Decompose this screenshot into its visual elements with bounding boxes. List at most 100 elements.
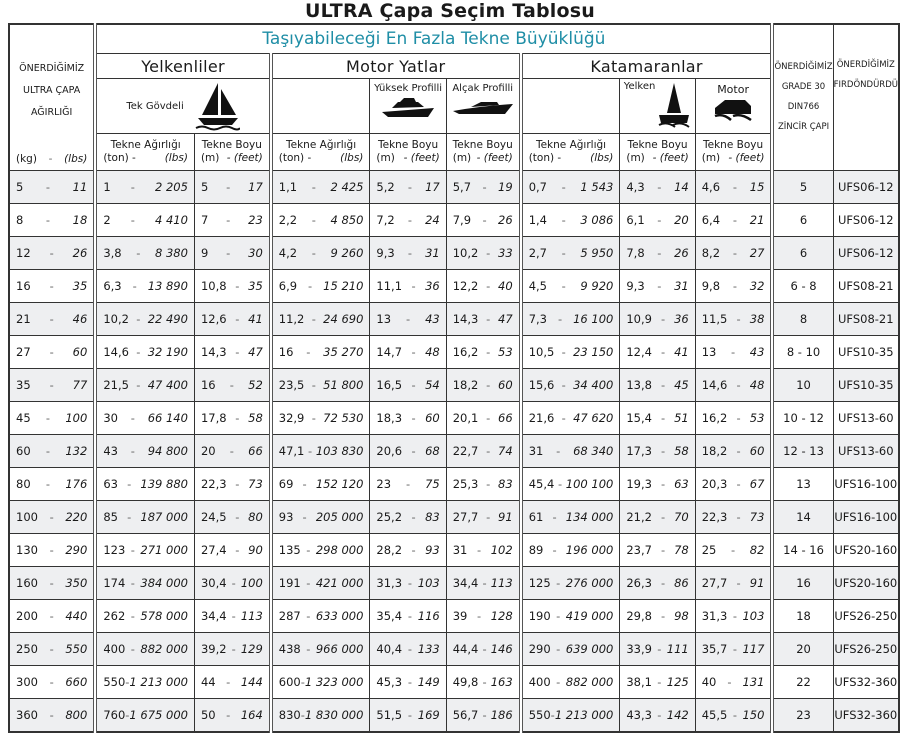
high-length-cell: 45,3-149	[369, 664, 447, 699]
separator: -	[49, 608, 54, 623]
value-metric: 31,3	[376, 575, 403, 590]
separator: -	[486, 443, 491, 458]
separator: -	[482, 641, 487, 656]
separator: -	[407, 608, 412, 623]
cat-motor-length-cell: 45,5-150	[694, 697, 773, 732]
value-metric: 35	[16, 377, 31, 392]
table-row: 100-220 85-187 000 24,5-80 93-205 000 25,2-8…	[8, 499, 900, 534]
value-imperial: 111	[666, 641, 689, 656]
separator: -	[306, 575, 311, 590]
swivel-cell: UFS06-12	[832, 235, 900, 270]
separator: -	[660, 344, 666, 359]
value-imperial: 53	[749, 410, 765, 425]
value-metric: 45	[16, 410, 31, 425]
value-metric: 93	[278, 509, 294, 524]
high-length-cell: 31,3-103	[369, 565, 447, 600]
high-length-cell: 20,6-68	[369, 433, 447, 468]
unit-title: Tekne Boyu	[627, 138, 688, 151]
high-length-cell: 35,4-116	[369, 598, 447, 633]
cat-motor-length-cell: 8,2-27	[694, 235, 773, 270]
value-metric: 33,9	[626, 641, 652, 656]
value-imperial: 78	[674, 542, 689, 557]
cat-sail-length-cell: 13,8-45	[619, 367, 696, 402]
value-metric: 14,3	[200, 344, 227, 359]
value-imperial: 144	[240, 674, 263, 689]
value-metric: 56,7	[452, 707, 479, 722]
table-row: 130-290 123-271 000 27,4-90 135-298 000 28,2…	[8, 532, 900, 567]
cat-sail-length-header: Tekne Boyu (m) - (feet)	[619, 133, 696, 171]
value-metric: 250	[16, 641, 38, 656]
separator: -	[407, 707, 412, 722]
separator: -	[300, 707, 305, 722]
high-length-cell: 23-75	[369, 466, 447, 501]
motor-weight-cell: 32,9-72 530	[268, 400, 371, 435]
low-length-cell: 49,8-163	[445, 664, 522, 699]
value-imperial: 58	[248, 410, 263, 425]
value-metric: 191	[278, 575, 301, 590]
unit-b: - (feet)	[652, 151, 689, 164]
value-imperial: 68 340	[573, 443, 614, 458]
low-length-cell: 44,4-146	[445, 631, 522, 666]
value-imperial: 150	[742, 707, 765, 722]
value-metric: 190	[528, 608, 551, 623]
value-imperial: 73	[749, 509, 765, 524]
value-metric: 6,4	[701, 212, 721, 227]
motor-weight-cell: 69-152 120	[268, 466, 371, 501]
swivel-header: ÖNERDİĞİMİZ FIRDÖNDÜRDÜ	[832, 23, 900, 171]
high-length-cell: 51,5-169	[369, 697, 447, 732]
value-metric: 32,9	[278, 410, 305, 425]
value-metric: 10,2	[103, 311, 129, 326]
sail-weight-cell: 63-139 880	[93, 466, 195, 501]
value-imperial: 18	[72, 212, 88, 227]
separator: -	[561, 344, 566, 359]
chain-size-cell: 10 - 12	[770, 400, 834, 435]
separator: -	[736, 575, 741, 590]
separator: -	[308, 278, 313, 293]
low-length-cell: 10,2-33	[445, 235, 522, 270]
separator: -	[407, 212, 412, 227]
unit-b: - (feet)	[728, 151, 765, 164]
value-imperial: 419 000	[565, 608, 614, 623]
separator: -	[736, 311, 741, 326]
separator: -	[229, 377, 234, 392]
separator: -	[130, 443, 135, 458]
separator: -	[45, 476, 51, 491]
cat-motor-length-cell: 22,3-73	[694, 499, 773, 534]
value-metric: 4,6	[701, 179, 721, 194]
table-row: 5-11 1-2 205 5-17 1,1-2 425 5,2-17 5,7-19 0,7-…	[8, 169, 900, 204]
value-imperial: 15	[749, 179, 765, 194]
sail-weight-cell: 550-1 213 000	[93, 664, 195, 699]
cat-motor-length-cell: 11,5-38	[694, 301, 773, 336]
separator: -	[561, 410, 566, 425]
cat-sail-length-cell: 26,3-86	[619, 565, 696, 600]
separator: -	[657, 179, 662, 194]
value-metric: 40,4	[376, 641, 403, 656]
cat-weight-header: Tekne Ağırlığı (ton) - (lbs)	[518, 133, 621, 171]
value-metric: 4,3	[626, 179, 645, 194]
cat-sail-length-cell: 4,3-14	[619, 169, 696, 204]
value-imperial: 20	[674, 212, 689, 227]
chain-size-cell: 12 - 13	[770, 433, 834, 468]
value-metric: 400	[528, 674, 551, 689]
separator: -	[731, 344, 736, 359]
header-line: ULTRA ÇAPA	[23, 85, 81, 97]
value-metric: 830	[278, 707, 301, 722]
sail-length-cell: 22,3-73	[193, 466, 272, 501]
cat-motor-length-cell: 31,3-103	[694, 598, 773, 633]
separator: -	[235, 476, 240, 491]
high-length-cell: 18,3-60	[369, 400, 447, 435]
low-length-cell: 56,7-186	[445, 697, 522, 732]
separator: -	[235, 344, 240, 359]
motor-empty-cell	[268, 78, 371, 134]
value-metric: 10,9	[626, 311, 652, 326]
value-imperial: 14	[674, 179, 689, 194]
chain-size-cell: 10	[770, 367, 834, 402]
sail-weight-cell: 3,8-8 380	[93, 235, 195, 270]
cat-sail-length-cell: 15,4-51	[619, 400, 696, 435]
unit-a: (m)	[376, 151, 395, 164]
sail-length-cell: 7 - 23	[193, 202, 272, 237]
high-profile-cell: Yüksek Profilli	[369, 78, 447, 134]
separator: -	[226, 212, 231, 227]
value-imperial: 271 000	[140, 542, 188, 557]
value-metric: 17,3	[626, 443, 652, 458]
